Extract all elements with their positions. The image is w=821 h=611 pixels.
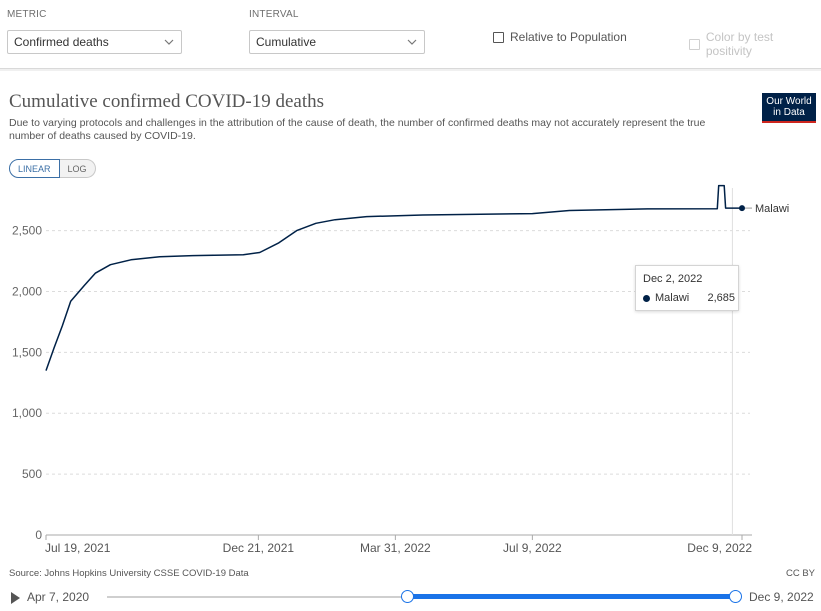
tooltip-row: Malawi 2,685 [643, 292, 735, 304]
timeline-selected-range [407, 594, 735, 599]
series-dot-icon [643, 294, 650, 302]
tooltip: Dec 2, 2022 Malawi 2,685 [635, 265, 739, 311]
checkbox-icon [493, 31, 504, 43]
timeline-start-handle[interactable] [401, 590, 414, 603]
color-by-positivity-checkbox[interactable]: Color by test positivity [689, 30, 821, 58]
x-tick-label: Jul 9, 2022 [503, 541, 562, 555]
x-tick-label: Jul 19, 2021 [45, 541, 111, 555]
y-tick-label: 1,500 [12, 345, 42, 359]
y-tick-label: 2,000 [12, 284, 42, 298]
chart-title: Cumulative confirmed COVID-19 deaths [9, 91, 325, 112]
checkbox-icon [689, 38, 700, 50]
timeline-end-handle[interactable] [729, 590, 742, 603]
divider [0, 68, 821, 69]
relative-to-population-checkbox[interactable]: Relative to Population [493, 30, 627, 44]
series-label-malawi: Malawi [755, 203, 789, 215]
x-tick-label: Dec 9, 2022 [687, 541, 752, 555]
series-line-malawi [45, 184, 742, 371]
owid-logo[interactable]: Our World in Data [762, 93, 816, 123]
interval-label: INTERVAL [249, 9, 299, 20]
y-tick-label: 1,000 [12, 406, 42, 420]
license-link[interactable]: CC BY [785, 568, 815, 579]
metric-label: METRIC [7, 9, 47, 20]
tooltip-date: Dec 2, 2022 [643, 273, 703, 285]
y-tick-label: 2,500 [12, 224, 42, 238]
play-icon[interactable] [11, 592, 20, 604]
interval-select[interactable]: Cumulative [249, 30, 425, 54]
tooltip-country: Malawi [655, 292, 690, 304]
scale-toggle: LINEAR LOG [9, 159, 96, 178]
series-end-dot [739, 205, 745, 212]
y-tick-label: 0 [35, 528, 42, 542]
relative-to-population-label: Relative to Population [510, 30, 627, 44]
metric-select-value: Confirmed deaths [14, 35, 109, 49]
tooltip-value: 2,685 [707, 292, 735, 304]
chevron-down-icon [164, 39, 174, 45]
chevron-down-icon [407, 39, 417, 45]
chart-subtitle: Due to varying protocols and challenges … [9, 117, 706, 142]
linear-scale-button[interactable]: LINEAR [9, 159, 60, 178]
x-tick-label: Dec 21, 2021 [223, 541, 295, 555]
timeline: Apr 7, 2020 Dec 9, 2022 [0, 586, 821, 608]
timeline-end-label: Dec 9, 2022 [749, 590, 814, 604]
logo-accent-bar [762, 121, 816, 123]
color-by-positivity-label: Color by test positivity [705, 30, 774, 58]
x-tick-label: Mar 31, 2022 [360, 541, 431, 555]
interval-select-value: Cumulative [256, 35, 317, 49]
y-tick-label: 500 [22, 467, 42, 481]
log-scale-button[interactable]: LOG [59, 159, 96, 178]
metric-select[interactable]: Confirmed deaths [7, 30, 182, 54]
divider-shadow [0, 69, 821, 71]
logo-line-1: Our World [766, 96, 812, 107]
source-note: Source: Johns Hopkins University CSSE CO… [9, 568, 249, 579]
logo-line-2: in Data [773, 107, 805, 118]
line-chart[interactable]: 0 500 1,000 1,500 2,000 2,500 Jul 19, 2021 Dec … [0, 180, 821, 566]
timeline-start-label: Apr 7, 2020 [27, 590, 90, 604]
